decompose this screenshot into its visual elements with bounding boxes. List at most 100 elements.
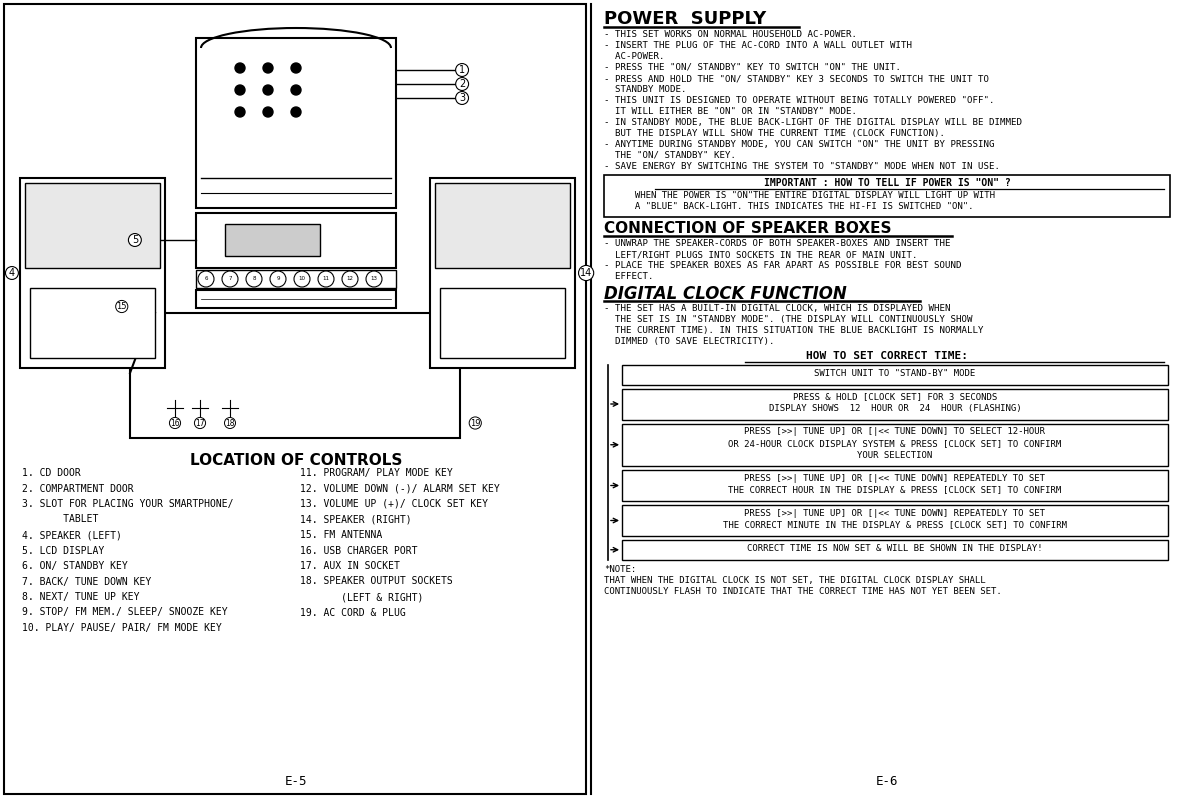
Text: E-6: E-6 [876,775,898,788]
Text: - THIS SET WORKS ON NORMAL HOUSEHOLD AC-POWER.: - THIS SET WORKS ON NORMAL HOUSEHOLD AC-… [604,30,857,39]
Text: *NOTE:: *NOTE: [604,566,636,575]
Text: 18. SPEAKER OUTPUT SOCKETS: 18. SPEAKER OUTPUT SOCKETS [300,576,453,587]
Bar [20,178,165,368]
Bar [622,365,1168,385]
Text: 19: 19 [470,418,481,428]
Text: CORRECT TIME IS NOW SET & WILL BE SHOWN IN THE DISPLAY!: CORRECT TIME IS NOW SET & WILL BE SHOWN … [747,544,1043,553]
Circle shape [291,63,301,73]
Text: 9. STOP/ FM MEM./ SLEEP/ SNOOZE KEY: 9. STOP/ FM MEM./ SLEEP/ SNOOZE KEY [22,607,228,618]
Circle shape [235,107,245,117]
Circle shape [342,271,358,287]
Bar [130,313,460,438]
Circle shape [235,63,245,73]
Circle shape [199,271,214,287]
Text: - SAVE ENERGY BY SWITCHING THE SYSTEM TO "STANDBY" MODE WHEN NOT IN USE.: - SAVE ENERGY BY SWITCHING THE SYSTEM TO… [604,162,1000,171]
Circle shape [291,107,301,117]
Bar [196,290,396,308]
Text: THAT WHEN THE DIGITAL CLOCK IS NOT SET, THE DIGITAL CLOCK DISPLAY SHALL: THAT WHEN THE DIGITAL CLOCK IS NOT SET, … [604,576,986,585]
Text: - PLACE THE SPEAKER BOXES AS FAR APART AS POSSIBLE FOR BEST SOUND: - PLACE THE SPEAKER BOXES AS FAR APART A… [604,261,961,270]
Text: WHEN THE POWER IS "ON"THE ENTIRE DIGITAL DISPLAY WILL LIGHT UP WITH: WHEN THE POWER IS "ON"THE ENTIRE DIGITAL… [608,191,995,200]
Bar [30,288,155,358]
Circle shape [264,107,273,117]
Circle shape [264,63,273,73]
Text: EFFECT.: EFFECT. [604,272,654,281]
Circle shape [269,271,286,287]
Bar [622,470,1168,501]
Text: SWITCH UNIT TO "STAND-BY" MODE: SWITCH UNIT TO "STAND-BY" MODE [814,369,975,378]
Text: CONTINUOUSLY FLASH TO INDICATE THAT THE CORRECT TIME HAS NOT YET BEEN SET.: CONTINUOUSLY FLASH TO INDICATE THAT THE … [604,587,1002,595]
Text: 4. SPEAKER (LEFT): 4. SPEAKER (LEFT) [22,530,122,540]
Text: OR 24-HOUR CLOCK DISPLAY SYSTEM & PRESS [CLOCK SET] TO CONFIRM: OR 24-HOUR CLOCK DISPLAY SYSTEM & PRESS … [728,439,1061,448]
Text: 7: 7 [228,276,232,282]
Text: 6: 6 [204,276,208,282]
Text: 11: 11 [323,276,330,282]
Text: THE SET IS IN "STANDBY MODE". (THE DISPLAY WILL CONTINUOUSLY SHOW: THE SET IS IN "STANDBY MODE". (THE DISPL… [604,315,973,324]
Bar [196,270,396,288]
Text: - UNWRAP THE SPEAKER-CORDS OF BOTH SPEAKER-BOXES AND INSERT THE: - UNWRAP THE SPEAKER-CORDS OF BOTH SPEAK… [604,239,950,248]
Text: THE "ON/ STANDBY" KEY.: THE "ON/ STANDBY" KEY. [604,151,736,160]
Circle shape [235,85,245,95]
Text: STANDBY MODE.: STANDBY MODE. [604,85,687,94]
Text: 19. AC CORD & PLUG: 19. AC CORD & PLUG [300,607,405,618]
Circle shape [294,271,310,287]
Text: 12. VOLUME DOWN (-)/ ALARM SET KEY: 12. VOLUME DOWN (-)/ ALARM SET KEY [300,484,500,493]
Bar [622,424,1168,466]
Text: 15: 15 [117,302,126,311]
Text: 9: 9 [277,276,280,282]
Circle shape [366,271,382,287]
Text: 3: 3 [459,93,466,103]
Text: 13: 13 [370,276,377,282]
Text: 4: 4 [9,268,15,278]
Text: YOUR SELECTION: YOUR SELECTION [857,451,933,460]
Bar [430,178,574,368]
Text: BUT THE DISPLAY WILL SHOW THE CURRENT TIME (CLOCK FUNCTION).: BUT THE DISPLAY WILL SHOW THE CURRENT TI… [604,129,944,138]
Text: IMPORTANT : HOW TO TELL IF POWER IS "ON" ?: IMPORTANT : HOW TO TELL IF POWER IS "ON"… [764,178,1011,188]
Text: THE CORRECT MINUTE IN THE DISPLAY & PRESS [CLOCK SET] TO CONFIRM: THE CORRECT MINUTE IN THE DISPLAY & PRES… [723,520,1067,530]
Bar [622,389,1168,420]
Text: 2: 2 [459,79,466,89]
Text: LEFT/RIGHT PLUGS INTO SOCKETS IN THE REAR OF MAIN UNIT.: LEFT/RIGHT PLUGS INTO SOCKETS IN THE REA… [604,250,917,259]
Text: - ANYTIME DURING STANDBY MODE, YOU CAN SWITCH "ON" THE UNIT BY PRESSING: - ANYTIME DURING STANDBY MODE, YOU CAN S… [604,140,994,149]
Text: PRESS [>>| TUNE UP] OR [|<< TUNE DOWN] REPEATEDLY TO SET: PRESS [>>| TUNE UP] OR [|<< TUNE DOWN] R… [745,474,1046,483]
Text: 5: 5 [131,235,138,245]
Text: - THIS UNIT IS DESIGNED TO OPERATE WITHOUT BEING TOTALLY POWERED "OFF".: - THIS UNIT IS DESIGNED TO OPERATE WITHO… [604,96,994,105]
Text: 7. BACK/ TUNE DOWN KEY: 7. BACK/ TUNE DOWN KEY [22,576,151,587]
Text: 1: 1 [459,65,466,75]
Text: IT WILL EITHER BE "ON" OR IN "STANDBY" MODE.: IT WILL EITHER BE "ON" OR IN "STANDBY" M… [604,107,857,116]
Bar [4,4,586,794]
Text: 2. COMPARTMENT DOOR: 2. COMPARTMENT DOOR [22,484,134,493]
Text: PRESS & HOLD [CLOCK SET] FOR 3 SECONDS: PRESS & HOLD [CLOCK SET] FOR 3 SECONDS [793,393,998,401]
Circle shape [246,271,262,287]
Bar [604,175,1170,217]
Text: 12: 12 [346,276,353,282]
Text: PRESS [>>| TUNE UP] OR [|<< TUNE DOWN] TO SELECT 12-HOUR: PRESS [>>| TUNE UP] OR [|<< TUNE DOWN] T… [745,428,1046,437]
Text: - PRESS AND HOLD THE "ON/ STANDBY" KEY 3 SECONDS TO SWITCH THE UNIT TO: - PRESS AND HOLD THE "ON/ STANDBY" KEY 3… [604,74,989,83]
Bar [622,505,1168,536]
Text: 15. FM ANTENNA: 15. FM ANTENNA [300,530,382,540]
Text: 14: 14 [580,268,592,278]
Text: LOCATION OF CONTROLS: LOCATION OF CONTROLS [190,453,402,468]
Bar [435,183,570,268]
Text: DISPLAY SHOWS  12  HOUR OR  24  HOUR (FLASHING): DISPLAY SHOWS 12 HOUR OR 24 HOUR (FLASHI… [768,404,1021,413]
Circle shape [318,271,335,287]
Bar [440,288,565,358]
Text: 14. SPEAKER (RIGHT): 14. SPEAKER (RIGHT) [300,515,411,524]
Text: DIMMED (TO SAVE ELECTRICITY).: DIMMED (TO SAVE ELECTRICITY). [604,337,774,346]
Text: THE CORRECT HOUR IN THE DISPLAY & PRESS [CLOCK SET] TO CONFIRM: THE CORRECT HOUR IN THE DISPLAY & PRESS … [728,485,1061,495]
Text: 13. VOLUME UP (+)/ CLOCK SET KEY: 13. VOLUME UP (+)/ CLOCK SET KEY [300,499,488,509]
Text: 17. AUX IN SOCKET: 17. AUX IN SOCKET [300,561,400,571]
Text: POWER  SUPPLY: POWER SUPPLY [604,10,766,28]
Text: (LEFT & RIGHT): (LEFT & RIGHT) [300,592,423,602]
Text: 10. PLAY/ PAUSE/ PAIR/ FM MODE KEY: 10. PLAY/ PAUSE/ PAIR/ FM MODE KEY [22,623,222,633]
Text: 8. NEXT/ TUNE UP KEY: 8. NEXT/ TUNE UP KEY [22,592,139,602]
Text: THE CURRENT TIME). IN THIS SITUATION THE BLUE BACKLIGHT IS NORMALLY: THE CURRENT TIME). IN THIS SITUATION THE… [604,326,983,335]
Circle shape [264,85,273,95]
Text: 16. USB CHARGER PORT: 16. USB CHARGER PORT [300,546,417,555]
Text: 5. LCD DISPLAY: 5. LCD DISPLAY [22,546,104,555]
Text: 8: 8 [252,276,255,282]
Text: CONNECTION OF SPEAKER BOXES: CONNECTION OF SPEAKER BOXES [604,221,891,236]
Text: A "BLUE" BACK-LIGHT. THIS INDICATES THE HI-FI IS SWITCHED "ON".: A "BLUE" BACK-LIGHT. THIS INDICATES THE … [608,202,974,211]
Text: - IN STANDBY MODE, THE BLUE BACK-LIGHT OF THE DIGITAL DISPLAY WILL BE DIMMED: - IN STANDBY MODE, THE BLUE BACK-LIGHT O… [604,118,1022,127]
Text: E-5: E-5 [285,775,307,788]
Text: HOW TO SET CORRECT TIME:: HOW TO SET CORRECT TIME: [806,351,968,361]
